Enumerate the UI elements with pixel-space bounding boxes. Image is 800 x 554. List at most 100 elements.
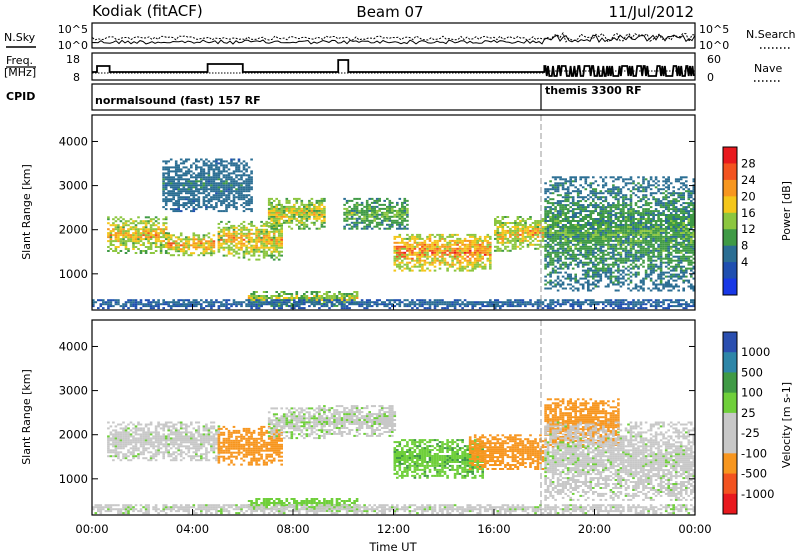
heatmap-cell xyxy=(690,287,693,290)
heatmap-cell xyxy=(614,186,618,189)
heatmap-cell xyxy=(536,235,540,238)
heatmap-cell xyxy=(398,221,402,224)
heatmap-cell xyxy=(282,215,286,218)
heatmap-cell xyxy=(624,247,628,250)
heatmap-cell xyxy=(622,281,625,284)
heatmap-cell xyxy=(129,236,133,239)
heatmap-cell xyxy=(169,238,173,241)
heatmap-cell xyxy=(654,214,658,216)
heatmap-cell xyxy=(398,211,402,214)
heatmap-cell xyxy=(607,218,610,220)
heatmap-cell xyxy=(255,301,258,303)
heatmap-cell xyxy=(182,196,186,199)
heatmap-cell xyxy=(657,277,660,280)
heatmap-cell xyxy=(579,200,582,203)
heatmap-cell xyxy=(664,194,668,197)
heatmap-cell xyxy=(267,199,271,202)
heatmap-cell xyxy=(441,243,444,246)
heatmap-cell xyxy=(669,275,673,278)
heatmap-cell xyxy=(112,240,115,243)
heatmap-cell xyxy=(144,220,148,223)
heatmap-cell xyxy=(207,194,211,197)
heatmap-cell xyxy=(592,277,595,280)
heatmap-cell xyxy=(298,207,301,210)
heatmap-cell xyxy=(167,174,170,177)
heatmap-cell xyxy=(612,247,615,250)
heatmap-cell xyxy=(639,214,643,216)
heatmap-cell xyxy=(672,229,675,232)
heatmap-cell xyxy=(272,234,276,237)
heatmap-cell xyxy=(629,218,633,220)
heatmap-cell xyxy=(162,174,165,177)
heatmap-cell xyxy=(672,210,675,213)
heatmap-cell xyxy=(205,158,208,161)
heatmap-cell xyxy=(529,216,532,218)
heatmap-cell xyxy=(157,236,160,239)
heatmap-cell xyxy=(554,237,557,240)
heatmap-cell xyxy=(383,219,386,222)
freq-tick-top: 18 xyxy=(66,53,80,66)
heatmap-cell xyxy=(657,204,660,207)
heatmap-cell xyxy=(692,208,696,211)
heatmap-cell xyxy=(401,207,404,210)
heatmap-cell xyxy=(187,200,191,203)
heatmap-cell xyxy=(669,253,673,256)
heatmap-cell xyxy=(624,231,628,234)
heatmap-cell xyxy=(576,265,580,268)
heatmap-cell xyxy=(300,213,304,216)
heatmap-cell xyxy=(202,186,206,189)
heatmap-cell xyxy=(657,224,660,226)
heatmap-cell xyxy=(262,246,266,249)
heatmap-cell xyxy=(456,255,459,258)
heatmap-cell xyxy=(677,255,680,258)
heatmap-cell xyxy=(687,188,691,191)
heatmap-cell xyxy=(295,197,299,200)
heatmap-cell xyxy=(574,214,577,216)
heatmap-cell xyxy=(247,204,251,207)
heatmap-cell xyxy=(692,229,696,232)
heatmap-cell xyxy=(210,176,213,179)
heatmap-cell xyxy=(607,214,610,216)
heatmap-cell xyxy=(692,204,696,207)
heatmap-cell xyxy=(556,202,560,205)
heatmap-cell xyxy=(169,158,173,161)
heatmap-cell xyxy=(607,285,610,288)
heatmap-cell xyxy=(370,197,374,200)
heatmap-cell xyxy=(634,265,638,268)
heatmap-cell xyxy=(378,197,381,200)
heatmap-cell xyxy=(192,252,196,255)
heatmap-cell xyxy=(230,184,233,187)
heatmap-cell xyxy=(617,281,620,284)
heatmap-cell xyxy=(619,255,623,258)
heatmap-cell xyxy=(192,242,196,245)
heatmap-cell xyxy=(622,214,625,216)
heatmap-cell xyxy=(614,192,618,195)
heatmap-cell xyxy=(428,255,432,258)
heatmap-cell xyxy=(235,242,238,245)
heatmap-cell xyxy=(559,210,562,213)
heatmap-cell xyxy=(453,233,457,236)
heatmap-cell xyxy=(215,168,218,171)
heatmap-cell xyxy=(685,226,688,228)
heatmap-cell xyxy=(446,247,449,250)
heatmap-cell xyxy=(642,289,645,292)
heatmap-cell xyxy=(483,245,487,248)
heatmap-cell xyxy=(468,247,472,250)
heatmap-cell xyxy=(300,203,304,206)
heatmap-cell xyxy=(275,230,278,233)
heatmap-cell xyxy=(579,204,582,207)
heatmap-cell xyxy=(672,287,675,290)
heatmap-cell xyxy=(657,245,660,248)
heatmap-cell xyxy=(225,186,228,189)
heatmap-cell xyxy=(644,229,648,232)
heatmap-cell xyxy=(139,244,143,246)
heatmap-cell xyxy=(687,239,691,242)
heatmap-cell xyxy=(622,269,625,272)
heatmap-cell xyxy=(323,221,326,224)
heatmap-cell xyxy=(544,263,547,266)
heatmap-cell xyxy=(139,252,143,254)
heatmap-cell xyxy=(607,235,610,238)
heatmap-cell xyxy=(117,224,120,227)
heatmap-cell xyxy=(275,227,278,230)
heatmap-cell xyxy=(587,279,590,282)
